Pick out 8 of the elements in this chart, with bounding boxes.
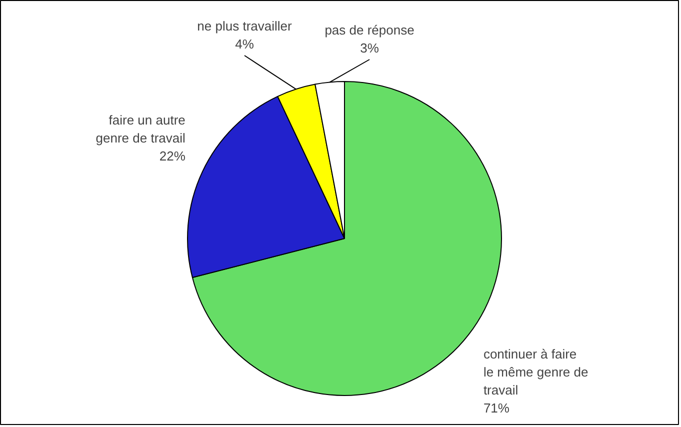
slice-label: pas de réponse bbox=[324, 22, 414, 38]
data-label: 22% bbox=[159, 148, 186, 164]
data-label: 3% bbox=[360, 40, 380, 56]
data-label: 71% bbox=[483, 400, 510, 416]
slice-label: continuer à faire le même genre de travail bbox=[483, 346, 588, 398]
data-label: 4% bbox=[235, 36, 254, 52]
slice-label: faire un autre genre de travail bbox=[96, 112, 186, 146]
slice-label: ne plus travailler bbox=[197, 18, 292, 34]
